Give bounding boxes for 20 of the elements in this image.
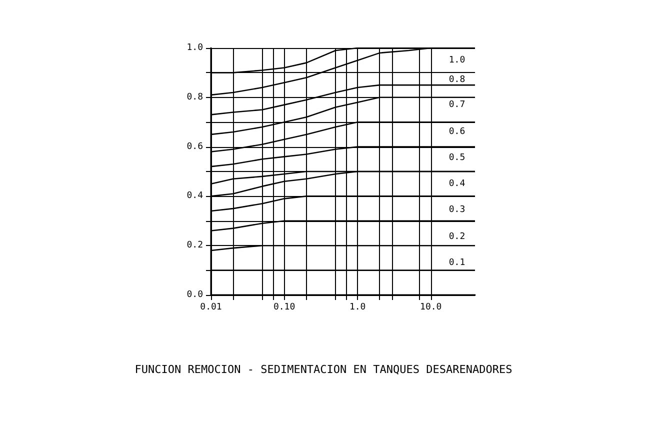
y-tick-label: 1.0 [186, 43, 203, 53]
y-tick-label: 0.6 [186, 142, 203, 152]
annotation: 0.2 [448, 232, 466, 242]
y-tick-label: 0.2 [186, 240, 203, 251]
text: FUNCION REMOCION - SEDIMENTACION EN TANQUES DESARENADORES [134, 363, 512, 376]
annotation: 0.5 [448, 152, 466, 163]
x-tick-label: 10.0 [420, 302, 442, 312]
x-tick-label: 1.0 [349, 302, 366, 312]
annotation: 0.6 [448, 126, 466, 137]
annotation: 0.1 [448, 258, 466, 268]
annotation: 1.0 [448, 55, 466, 66]
x-tick-label: 0.10 [273, 302, 296, 312]
x-tick-label: 0.01 [200, 302, 222, 312]
annotation: 0.3 [448, 204, 466, 215]
y-tick-label: 0.8 [186, 92, 203, 102]
y-tick-label: 0.4 [186, 191, 203, 202]
y-tick-label: 0.0 [186, 290, 203, 300]
annotation: 0.8 [448, 75, 466, 86]
annotation: 0.4 [448, 178, 466, 189]
annotation: 0.7 [448, 100, 466, 110]
